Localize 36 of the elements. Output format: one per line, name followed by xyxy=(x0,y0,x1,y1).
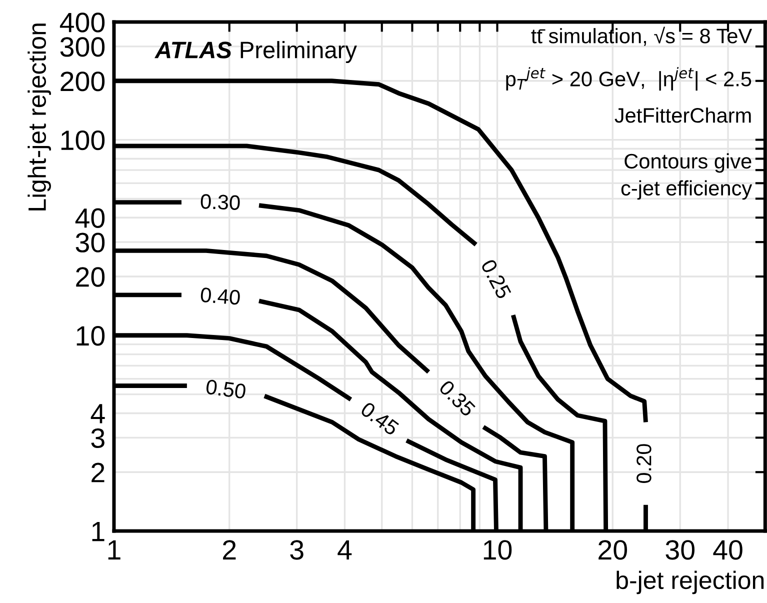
y-tick-label: 300 xyxy=(60,37,105,57)
annotation: Preliminary xyxy=(240,41,357,64)
x-tick-label: 10 xyxy=(484,540,512,560)
x-tick-label: 2 xyxy=(223,540,236,560)
x-axis-title: b-jet rejection xyxy=(616,570,764,594)
text: 0.25 xyxy=(480,258,512,300)
x-tick-label: 3 xyxy=(290,540,304,560)
y-axis-title: Light-jet rejection xyxy=(28,24,51,210)
text: 0.20 xyxy=(636,444,652,483)
y-tick-label: 400 xyxy=(60,12,105,32)
annotation: ATLAS xyxy=(154,42,232,58)
text: 0.35 xyxy=(438,379,476,418)
y-tick-label: 200 xyxy=(60,72,105,92)
x-tick-label: 4 xyxy=(338,540,352,560)
x-tick-label: 20 xyxy=(598,540,627,560)
y-tick-label: 30 xyxy=(76,232,105,252)
y-tick-label: 2 xyxy=(92,462,104,482)
y-tick-label: 20 xyxy=(76,267,105,287)
series-label: 0.30 xyxy=(200,194,240,210)
text: 0.50 xyxy=(206,379,246,399)
text: 0.45 xyxy=(360,401,400,436)
annotation: p$_{T}$$^{jet}$ > 20 GeV, |η$^{jet}$| < 2.5 xyxy=(506,67,752,91)
y-tick-label: 40 xyxy=(75,208,105,228)
annotation: tt̄ simulation, √s = 8 TeV xyxy=(531,26,752,46)
series-label: 0.40 xyxy=(200,287,240,306)
y-tick-label: 10 xyxy=(76,326,105,346)
x-tick-label: 1 xyxy=(108,540,120,560)
y-tick-label: 1 xyxy=(92,522,104,542)
y-tick-label: 3 xyxy=(91,428,104,448)
x-tick-label: 30 xyxy=(666,540,694,560)
annotation: c-jet efficiency xyxy=(621,180,752,200)
annotation: JetFitterCharm xyxy=(614,107,751,123)
y-tick-label: 4 xyxy=(90,404,105,424)
annotation: Contours give xyxy=(624,153,752,173)
x-tick-label: 40 xyxy=(713,540,742,560)
y-tick-label: 100 xyxy=(61,130,105,150)
